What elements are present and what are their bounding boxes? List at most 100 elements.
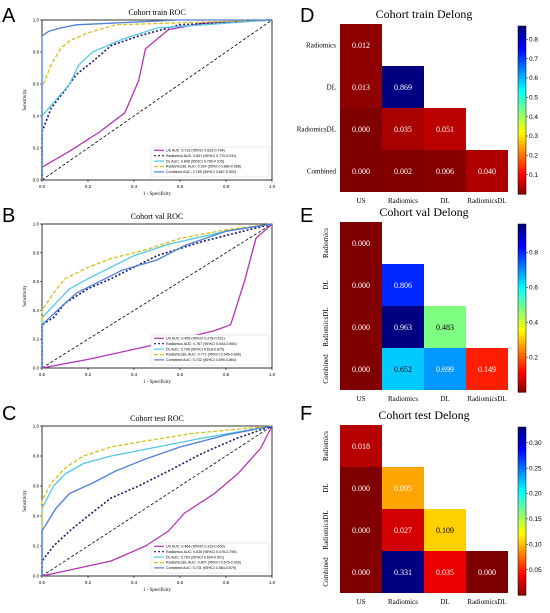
colorbar-segment [518,101,526,105]
heatmap-cell [382,108,424,150]
colorbar-segment [518,96,526,100]
colorbar-segment [518,166,526,170]
colorbar-tick-label: 0.2 [529,354,538,361]
y-tick-label: 0.4 [33,514,40,519]
col-label: RadiomicsDL [467,197,506,205]
colorbar-segment [518,26,526,30]
colorbar-segment [518,163,526,167]
heatmap-cell [340,264,382,306]
colorbar-segment [518,469,526,473]
colorbar-tick-label: 0.6 [529,285,538,292]
colorbar-segment [518,313,526,317]
x-tick-label: 0.0 [39,372,46,377]
chart-title: Cohort test ROC [130,414,184,423]
x-tick-label: 1.0 [269,580,276,585]
roc-chart-a: Cohort train ROC 0.0 0.2 0.4 0.6 0.8 1.0 0.0 0.2… [23,8,276,197]
colorbar-segment [518,344,526,348]
col-label: US [357,197,366,205]
colorbar-segment [518,319,526,323]
colorbar-segment [518,338,526,343]
colorbar-segment [518,516,526,520]
y-axis-label: Sensitivity [23,89,28,111]
colorbar-segment [518,463,526,467]
colorbar-segment [518,177,526,181]
cell-value: 0.095 [394,484,412,493]
panel-label-a: A [2,5,16,27]
colorbar-segment [518,519,526,523]
colorbar-segment [518,578,526,582]
colorbar-segment [518,240,526,245]
colorbar-tick-label: 0.3 [529,133,538,140]
heatmap-cell [340,348,382,390]
colorbar-segment [518,124,526,128]
cell-value: 0.000 [352,125,370,134]
colorbar-segment [518,257,526,261]
delong-heatmap-d: Cohort train Delong 0.012 0.013 0.869 0.000 0… [297,7,539,205]
cell-value: 0.963 [394,323,412,332]
y-tick-label: 0.4 [33,114,40,119]
col-label: Radiomics [388,598,418,606]
row-label: DL [322,483,330,492]
y-tick-label: 0.8 [33,250,40,255]
colorbar-segment [518,550,526,554]
colorbar-segment [518,513,526,518]
col-label: Radiomics [388,197,418,205]
colorbar-segment [518,361,526,365]
colorbar-segment [518,82,526,86]
colorbar-segment [518,160,526,164]
heatmap-cell [424,108,466,150]
legend-box [150,542,270,574]
colorbar-segment [518,581,526,585]
colorbar-segment [518,522,526,526]
legend-box [150,334,270,366]
colorbar-segment [518,460,526,464]
row-label: Radiomics [322,431,330,461]
colorbar-segment [518,135,526,139]
colorbar-tick-label: 0.15 [529,516,542,523]
colorbar-segment [518,271,526,275]
colorbar-segment [518,308,526,312]
legend-entry: RadiomicsDL AUC: 0.924 (95%CI 0.880-0.96… [166,165,241,169]
colorbar-segment [518,129,526,133]
colorbar-segment [518,121,526,125]
colorbar-segment [518,56,526,61]
row-label: Radiomics [306,42,336,50]
plot-frame [41,223,273,369]
roc-curve-2 [41,425,273,576]
y-tick-label: 0.2 [33,544,40,549]
colorbar-segment [518,249,526,253]
row-label: DL [327,84,336,92]
legend: US AUC: 0.464 (95%CI 0.319-0.609)Radiomi… [150,542,270,574]
colorbar-segment [518,299,526,303]
x-tick-label: 0.2 [85,184,92,189]
chart-title: Cohort train ROC [128,8,185,17]
row-label: RadiomicsDL [322,510,330,549]
colorbar-segment [518,59,526,63]
colorbar-segment [518,497,526,501]
colorbar-segment [518,505,526,509]
panel-label-d: D [300,5,314,27]
colorbar-segment [518,268,526,273]
colorbar-segment [518,42,526,47]
colorbar-tick-label: 0.7 [529,56,538,63]
colorbar-segment [518,143,526,147]
roc-chart-c: Cohort test ROC 0.0 0.2 0.4 0.6 0.8 1.0 0.0 0.2 0… [23,414,276,593]
legend-entry: Combined AUC: 0.785 (95%CI 0.667-0.902) [166,170,236,174]
colorbar-segment [518,583,526,588]
row-label: Combined [322,354,330,384]
delong-heatmap-e: Cohort val Delong 0.000 0.000 0.806 0.000 0.9… [322,205,538,403]
col-label: RadiomicsDL [467,598,506,606]
colorbar-segment [518,31,526,35]
col-label: US [357,598,366,606]
x-axis-label: 1 - Specificity [143,380,172,385]
colorbar-segment [518,541,526,546]
colorbar-segment [518,553,526,557]
heatmap-cell [382,306,424,348]
colorbar-tick-label: 0.05 [529,567,542,574]
legend-entry: DL AUC: 0.746 (95%CI 0.618-0.875) [166,347,224,351]
charts-layer: Cohort train ROC 0.0 0.2 0.4 0.6 0.8 1.0 0.0 0.2… [23,7,542,606]
colorbar-segment [518,466,526,470]
roc-curve-5 [41,425,273,576]
chance-diagonal [41,425,273,577]
y-tick-label: 0.8 [33,454,40,459]
